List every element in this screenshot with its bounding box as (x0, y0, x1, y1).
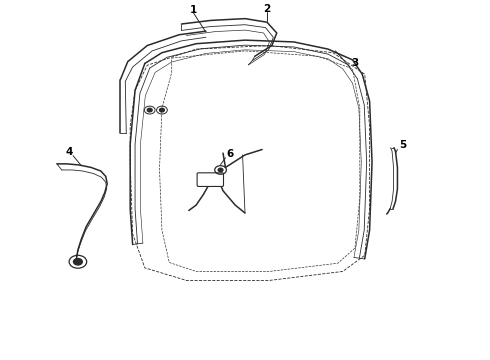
Text: 1: 1 (190, 5, 197, 15)
Text: 3: 3 (351, 58, 359, 68)
Text: 2: 2 (263, 4, 270, 14)
Circle shape (74, 258, 82, 265)
Circle shape (160, 108, 164, 112)
FancyBboxPatch shape (197, 173, 223, 186)
Circle shape (147, 108, 152, 112)
Circle shape (218, 168, 223, 172)
Text: 4: 4 (65, 147, 73, 157)
Text: 6: 6 (227, 149, 234, 159)
Text: 5: 5 (399, 140, 406, 150)
